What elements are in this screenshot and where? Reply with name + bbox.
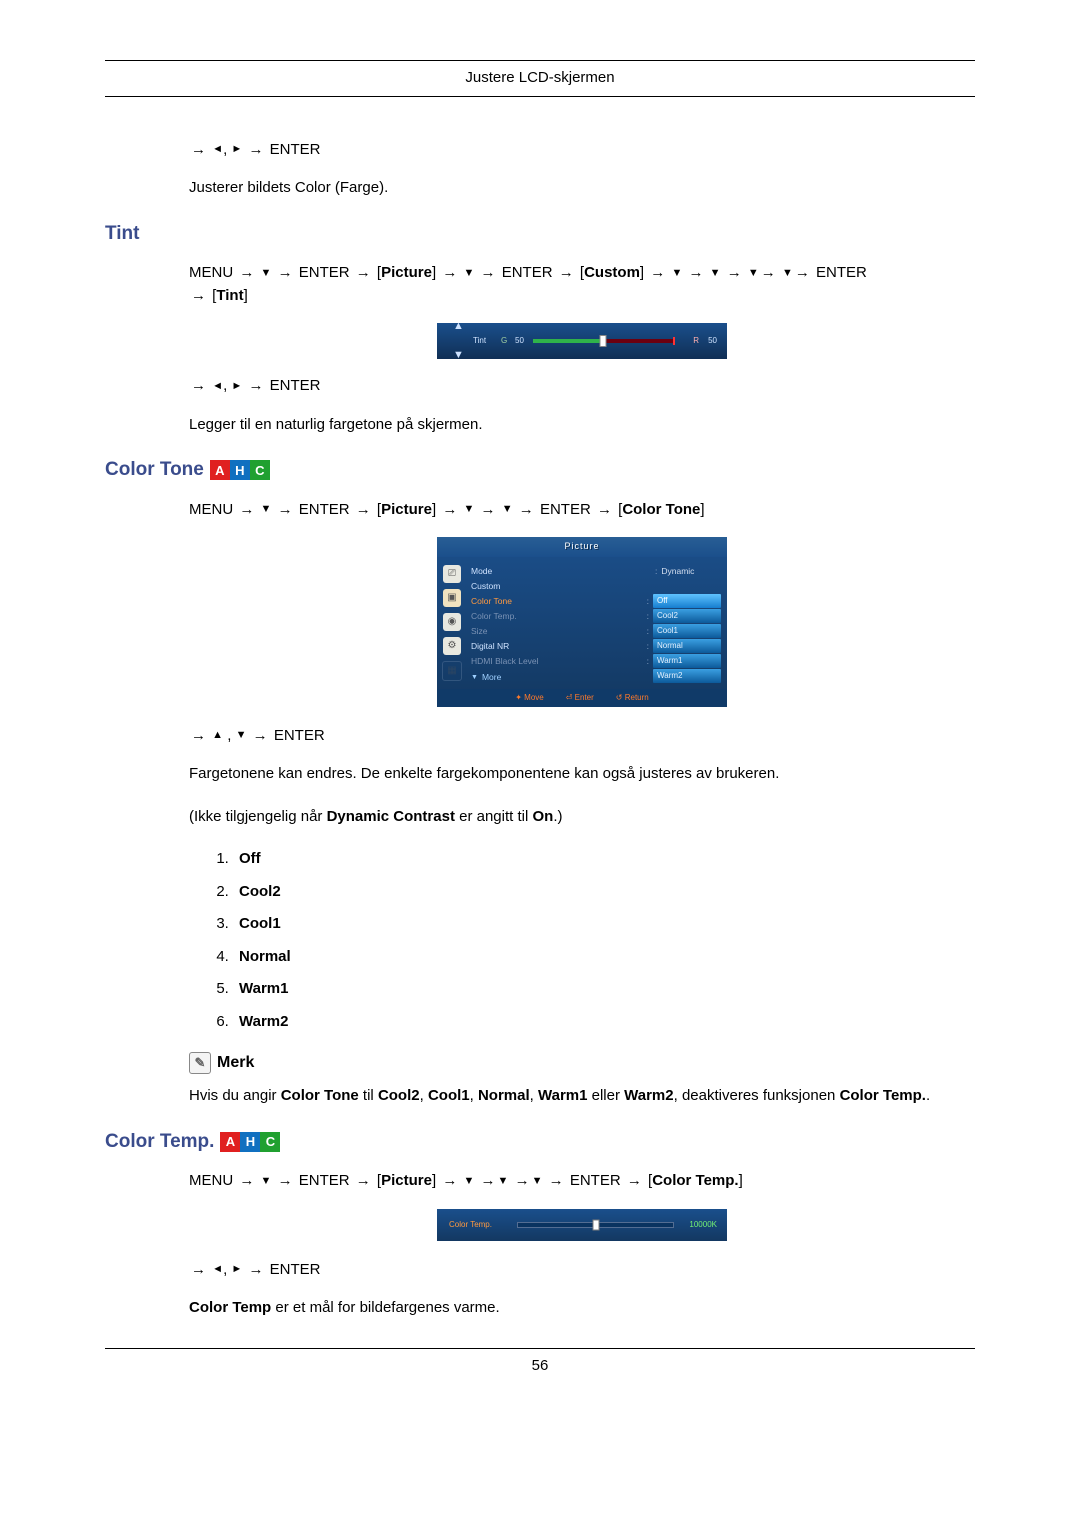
tint-nav: MENU → ▼ → ENTER → [Picture] → ▼ → ENTER…	[189, 262, 975, 307]
badge-c: C	[250, 460, 270, 480]
tint-nav-post: → ◄, ► → ENTER	[189, 375, 975, 398]
badge-h-2: H	[240, 1132, 260, 1152]
colortemp-nav: MENU → ▼ → ENTER → [Picture] → ▼ →▼ →▼ →…	[189, 1170, 975, 1193]
osd-titlebar: Picture	[437, 537, 727, 557]
badge-a-2: A	[220, 1132, 240, 1152]
colortone-text1: Fargetonene kan endres. De enkelte farge…	[189, 763, 975, 786]
colortone-osd: Picture ⎚ ▣ ◉ ⚙ ▦ Mode :Dynamic Custom	[437, 537, 727, 707]
colortemp-heading: Color Temp. A H C	[105, 1128, 975, 1157]
page-number: 56	[105, 1355, 975, 1378]
note-heading: ✎ Merk	[189, 1051, 975, 1075]
tint-body: Legger til en naturlig fargetone på skje…	[189, 414, 975, 437]
badge-h: H	[230, 460, 250, 480]
colortone-heading: Color Tone A H C	[105, 456, 975, 485]
colortone-nav-post: → ▲ , ▼ → ENTER	[189, 725, 975, 748]
colortemp-osd: Color Temp. 10000K	[437, 1209, 727, 1241]
osd-icon-multi: ▦	[442, 661, 462, 681]
osd-icon-sound: ◉	[443, 613, 461, 631]
osd-icon-setup: ⚙	[443, 637, 461, 655]
page-header: Justere LCD-skjermen	[105, 67, 975, 90]
badge-a: A	[210, 460, 230, 480]
note-icon: ✎	[189, 1052, 211, 1074]
osd-icon-picture: ▣	[443, 589, 461, 607]
badge-c-2: C	[260, 1132, 280, 1152]
tint-osd: ▲▼ Tint G 50 R 50	[437, 323, 727, 359]
colortemp-text: Color Temp er et mål for bildefargenes v…	[189, 1297, 975, 1320]
colortone-options: Off Cool2 Cool1 Normal Warm1 Warm2	[189, 848, 975, 1033]
colortemp-nav-post: → ◄, ► → ENTER	[189, 1259, 975, 1282]
osd-icon-input: ⎚	[443, 565, 461, 583]
color-nav-post: → ◄, ► → ENTER	[189, 139, 975, 162]
tint-heading: Tint	[105, 220, 975, 249]
color-body: Justerer bildets Color (Farge).	[189, 177, 975, 200]
colortone-text2: (Ikke tilgjengelig når Dynamic Contrast …	[189, 806, 975, 829]
note-text: Hvis du angir Color Tone til Cool2, Cool…	[189, 1085, 975, 1108]
colortone-nav: MENU → ▼ → ENTER → [Picture] → ▼ → ▼ → E…	[189, 499, 975, 522]
